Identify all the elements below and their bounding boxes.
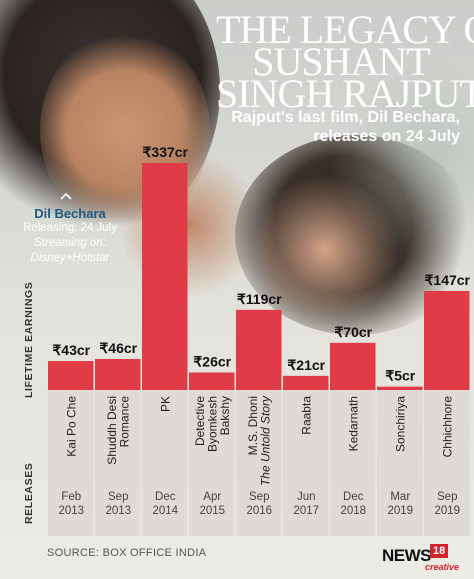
release-dates: Feb 2013 Sep 2013 Dec 2014 Apr 2015 Sep 2016 Jun 20… [58, 491, 460, 517]
value-label: ₹46cr [99, 340, 137, 356]
bar [377, 386, 423, 390]
film-name: M.S. DhoniThe Untold Story [246, 395, 273, 486]
release-year: 2018 [340, 505, 366, 517]
bar [424, 290, 470, 390]
film-panels [48, 390, 470, 536]
film-name-line: Bakshy [218, 396, 232, 435]
value-label: ₹26cr [193, 353, 231, 369]
film-panel [95, 390, 141, 536]
release-year: 2015 [199, 505, 225, 517]
release-year: 2017 [293, 505, 319, 517]
film-name-line: Shuddh Desi [105, 396, 119, 465]
film-name-line: Raabta [299, 396, 313, 435]
value-label: ₹70cr [334, 324, 372, 340]
bar [48, 361, 94, 390]
release-month: Sep [437, 491, 457, 503]
release-year: 2019 [434, 505, 460, 517]
value-label: ₹119cr [237, 291, 282, 307]
value-label: ₹21cr [287, 357, 325, 373]
film-panel [142, 390, 188, 536]
film-names: Kai Po Che Shuddh DesiRomance PK DetectiveB… [64, 395, 454, 486]
source-note: SOURCE: BOX OFFICE INDIA [47, 547, 207, 559]
background-photo [0, 0, 474, 335]
releases-axis-label: RELEASES [23, 462, 35, 524]
film-panel [189, 390, 235, 536]
headline-line-3: SINGH RAJPUT [216, 71, 474, 116]
release-month: Jun [297, 491, 316, 503]
film-name-line: Romance [118, 396, 132, 448]
logo-number: 18 [430, 544, 449, 558]
film-panel [236, 390, 282, 536]
release-year: 2019 [387, 505, 413, 517]
bar [189, 372, 235, 390]
release-month: Apr [203, 491, 221, 503]
dil-bechara-title: Dil Bechara [34, 206, 106, 221]
film-panel [48, 390, 94, 536]
film-name: Kedarnath [346, 396, 360, 451]
bars [48, 163, 470, 390]
earnings-axis-label: LIFETIME EARNINGS [23, 281, 35, 398]
release-month: Feb [61, 491, 81, 503]
release-year: 2016 [246, 505, 272, 517]
release-year: 2013 [58, 505, 84, 517]
release-month: Sep [108, 491, 128, 503]
chevron-up-icon [60, 192, 72, 200]
value-label: ₹43cr [52, 342, 90, 358]
headline: THE LEGACY OF SUSHANT SINGH RAJPUT [216, 7, 474, 116]
value-labels: ₹43cr ₹46cr ₹337cr ₹26cr ₹119cr ₹21cr ₹70cr ₹5c… [52, 144, 470, 384]
film-name: Chhichhore [440, 396, 454, 458]
dil-bechara-note: Dil Bechara Releasing: 24 July Streaming… [2, 206, 138, 266]
film-name-line: M.S. Dhoni [246, 396, 260, 455]
film-name-line: The Untold Story [259, 395, 273, 486]
news18-logo: NEWS 18 creative [382, 544, 460, 572]
release-month: Dec [343, 491, 364, 503]
release-month: Sep [249, 491, 269, 503]
bar [283, 375, 329, 390]
film-name-line: Byomkesh [205, 396, 219, 452]
dil-bechara-release: Releasing: 24 July [23, 222, 117, 234]
film-panel [424, 390, 470, 536]
release-month: Dec [155, 491, 176, 503]
dil-bechara-platform: Disney+Hotstar [30, 252, 110, 264]
subtitle: Rajput's last film, Dil Bechara, release… [231, 109, 460, 145]
logo-sub: creative [425, 562, 460, 572]
film-name-line: PK [158, 396, 172, 412]
logo-brand: NEWS [382, 546, 432, 565]
release-year: 2014 [152, 505, 178, 517]
film-name-line: Kedarnath [346, 396, 360, 451]
bar [95, 359, 141, 390]
film-name: Shuddh DesiRomance [105, 396, 132, 465]
film-panel [330, 390, 376, 536]
film-name: PK [158, 396, 172, 412]
headline-line-2: SUSHANT [252, 39, 430, 84]
value-label: ₹5cr [385, 368, 415, 384]
value-label: ₹147cr [425, 272, 471, 288]
film-name-line: Chhichhore [440, 396, 454, 458]
film-name-line: Detective [193, 396, 207, 446]
value-label: ₹337cr [143, 144, 189, 160]
bar [330, 342, 376, 390]
release-year: 2013 [105, 505, 131, 517]
headline-line-1: THE LEGACY OF [216, 7, 474, 52]
film-name: Kai Po Che [64, 396, 78, 457]
film-name: Sonchiriya [393, 396, 407, 452]
bar [236, 309, 282, 390]
dil-bechara-streaming-label: Streaming on: [34, 237, 106, 249]
film-name: Raabta [299, 396, 313, 435]
film-name: DetectiveByomkeshBakshy [193, 396, 232, 452]
film-panel [283, 390, 329, 536]
release-month: Mar [390, 491, 410, 503]
bar [142, 163, 188, 390]
film-name-line: Sonchiriya [393, 396, 407, 452]
film-panel [377, 390, 423, 536]
film-name-line: Kai Po Che [64, 396, 78, 457]
